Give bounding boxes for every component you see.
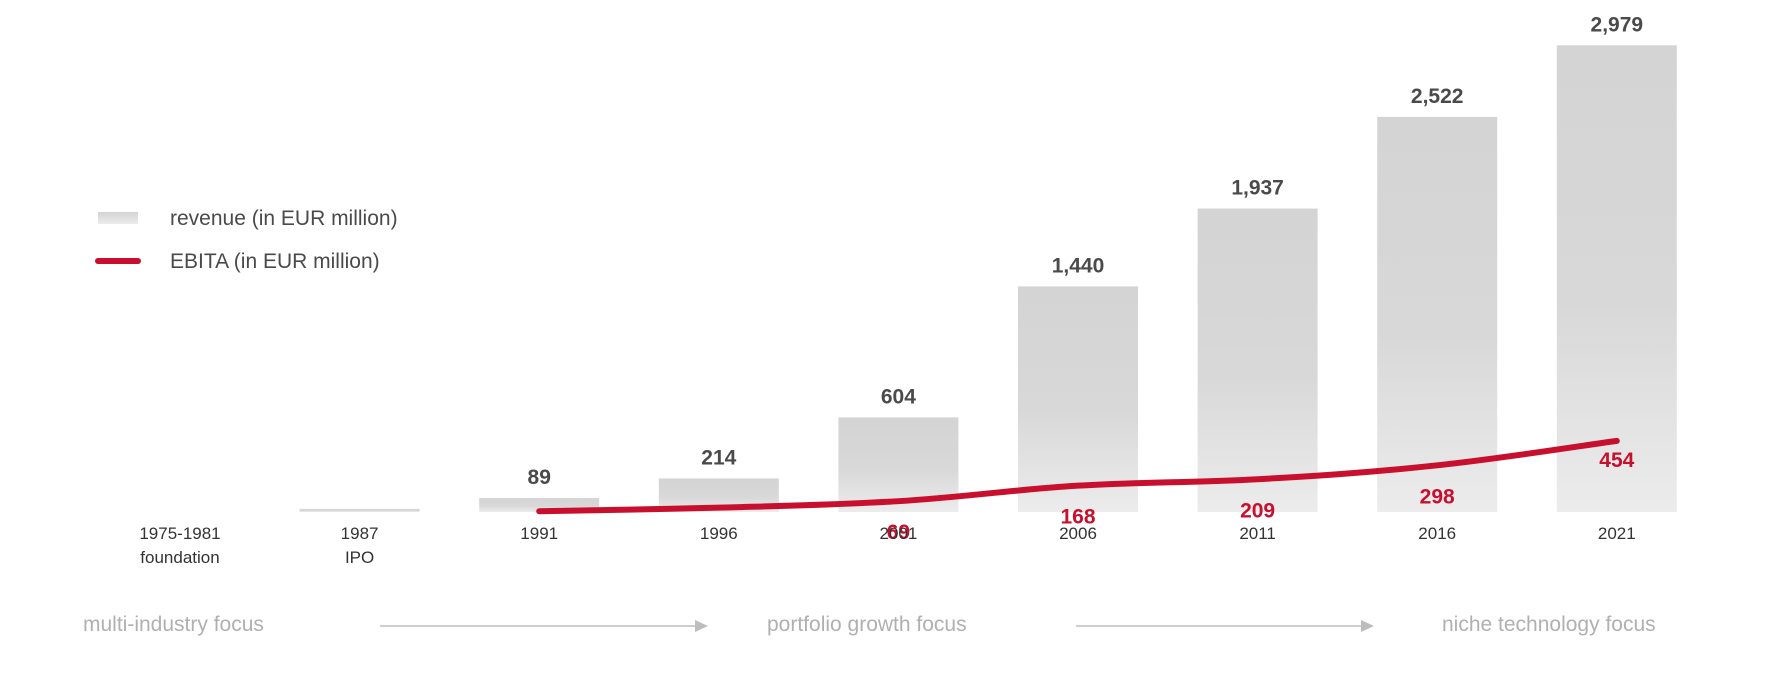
revenue-value-label: 214 [701,446,736,469]
phase-niche-technology: niche technology focus [1442,613,1656,636]
revenue-bar-2006 [1018,286,1138,512]
x-axis-ticks: 1975-1981 foundation 1987 IPO 1991 1996 2001 20… [139,524,1635,567]
revenue-bar-2016 [1377,116,1498,513]
x-tick-label: 2006 [1059,524,1097,543]
x-tick-label: 2021 [1598,524,1636,543]
value-labels: 89 214 604 1,440 1,937 2,522 2,979 69 168 209 298 4… [528,13,1644,544]
revenue-value-label: 2,979 [1591,13,1644,36]
ebita-value-label: 209 [1240,499,1275,522]
phase-arrow-2-head [1361,620,1374,632]
legend: revenue (in EUR million) EBITA (in EUR m… [95,207,398,273]
x-tick-label: 1991 [520,524,558,543]
revenue-value-label: 1,937 [1231,177,1284,200]
ebita-line [536,437,1620,515]
revenue-value-label: 604 [881,385,916,408]
revenue-bars [299,45,1677,513]
ebita-value-label: 69 [887,521,910,544]
legend-revenue-label: revenue (in EUR million) [170,207,398,230]
x-tick-sublabel: IPO [345,548,374,567]
x-tick-label: 2011 [1239,524,1276,543]
revenue-value-label: 2,522 [1411,85,1464,108]
phases: multi-industry focus portfolio growth fo… [83,613,1656,636]
x-tick-label: 1987 [341,524,379,543]
ebita-value-label: 298 [1420,485,1455,508]
ebita-line-layer [536,437,1620,515]
legend-revenue-swatch [98,212,138,224]
x-tick-label: 2016 [1418,524,1456,543]
phase-portfolio-growth: portfolio growth focus [767,613,967,636]
revenue-value-label: 1,440 [1052,254,1105,277]
revenue-bar-2021 [1556,45,1677,512]
phase-multi-industry: multi-industry focus [83,613,264,636]
revenue-value-label: 89 [528,466,551,489]
phase-arrow-1-head [695,620,708,632]
x-tick-label: 1996 [700,524,738,543]
revenue-bar-2011 [1197,208,1318,512]
ebita-value-label: 454 [1599,449,1634,472]
ebita-value-label: 168 [1060,506,1095,529]
x-tick-label: 2001 [879,524,917,543]
revenue-bar-1987 [299,508,420,512]
x-tick-sublabel: foundation [140,548,219,567]
legend-ebita-label: EBITA (in EUR million) [170,250,380,273]
x-tick-label: 1975-1981 [139,524,220,543]
